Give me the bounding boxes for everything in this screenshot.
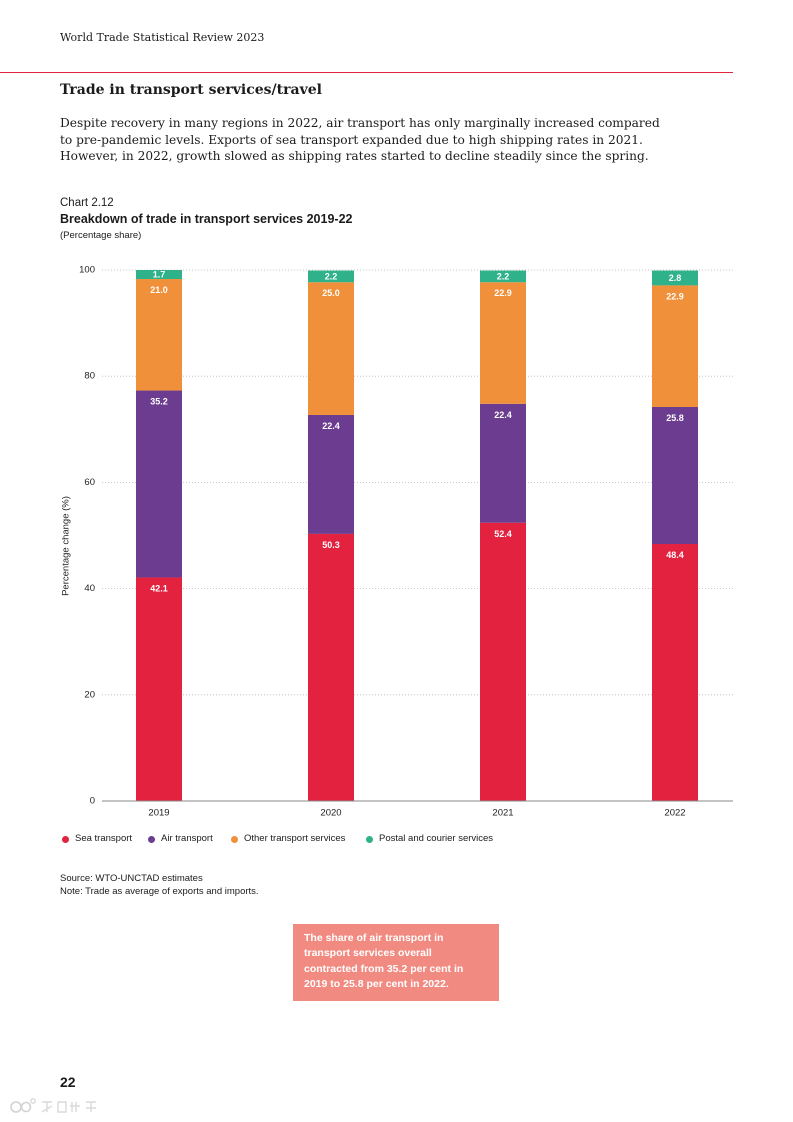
watermark-dot — [30, 1098, 36, 1104]
intro-line: Despite recovery in many regions in 2022… — [60, 116, 660, 130]
bar-value-label-other-transport-services-2019: 21.0 — [150, 285, 168, 295]
bar-air-transport-2022 — [652, 406, 698, 544]
x-tick-label-2021: 2021 — [492, 808, 513, 819]
bar-value-label-air-transport-2020: 22.4 — [322, 421, 340, 431]
bar-value-label-air-transport-2022: 25.8 — [666, 413, 684, 423]
watermark-ring — [10, 1101, 22, 1113]
bar-value-label-postal-and-courier-services-2021: 2.2 — [497, 271, 510, 281]
page-number: 22 — [60, 1074, 76, 1090]
bar-other-transport-services-2019 — [136, 279, 182, 391]
bar-value-label-other-transport-services-2020: 25.0 — [322, 288, 340, 298]
bar-air-transport-2019 — [136, 390, 182, 578]
bar-value-label-sea-transport-2019: 42.1 — [150, 583, 168, 593]
callout-line: contracted from 35.2 per cent in — [304, 962, 464, 975]
legend-swatch — [231, 835, 238, 843]
bar-postal-and-courier-services-2020 — [308, 270, 354, 283]
bar-other-transport-services-2021 — [480, 282, 526, 404]
bar-sea-transport-2022 — [652, 543, 698, 801]
bar-postal-and-courier-services-2022 — [652, 270, 698, 286]
y-tick-label-40: 40 — [84, 583, 95, 594]
chart-source: Source: WTO-UNCTAD estimates — [60, 873, 203, 884]
chart-note: Note: Trade as average of exports and im… — [60, 886, 259, 897]
legend-label: Air transport — [161, 833, 213, 844]
publication-title: World Trade Statistical Review 2023 — [60, 31, 265, 44]
callout-box: The share of air transport in transport … — [293, 924, 499, 1001]
y-tick-label-60: 60 — [84, 477, 95, 488]
stacked-bar-chart: 0 20 40 60 80 100 42.1 35.2 21.0 1.7 2019 50.3 22.4 2… — [61, 265, 733, 819]
legend-item-other-transport-services: Other transport services — [231, 833, 345, 845]
x-tick-label-2022: 2022 — [664, 808, 685, 819]
intro-paragraph: Despite recovery in many regions in 2022… — [60, 115, 660, 165]
bar-postal-and-courier-services-2019 — [136, 270, 182, 280]
bar-value-label-sea-transport-2020: 50.3 — [322, 540, 340, 550]
legend-item-air-transport: Air transport — [148, 833, 213, 845]
bar-value-label-air-transport-2021: 22.4 — [494, 410, 512, 420]
chart-subtitle: (Percentage share) — [60, 230, 142, 241]
bar-air-transport-2020 — [308, 414, 354, 534]
bar-other-transport-services-2020 — [308, 282, 354, 415]
bar-other-transport-services-2022 — [652, 285, 698, 407]
watermark-ring — [20, 1101, 32, 1113]
y-axis-title: Percentage change (%) — [61, 496, 72, 596]
legend-label: Other transport services — [244, 833, 346, 844]
y-tick-label-80: 80 — [84, 371, 95, 382]
bar-value-label-other-transport-services-2022: 22.9 — [666, 291, 684, 301]
bar-air-transport-2021 — [480, 403, 526, 523]
legend-label: Postal and courier services — [379, 833, 494, 844]
chart-title: Breakdown of trade in transport services… — [60, 212, 353, 226]
bar-sea-transport-2021 — [480, 522, 526, 801]
x-tick-label-2020: 2020 — [320, 808, 341, 819]
bar-sea-transport-2019 — [136, 577, 182, 801]
callout-line: The share of air transport in — [304, 932, 444, 944]
legend-item-postal-and-courier-services: Postal and courier services — [366, 833, 493, 845]
legend-swatch — [148, 835, 155, 843]
callout-line: 2019 to 25.8 per cent in 2022. — [304, 977, 449, 990]
intro-line: However, in 2022, growth slowed as shipp… — [60, 149, 649, 163]
y-tick-label-100: 100 — [79, 265, 95, 276]
x-tick-label-2019: 2019 — [148, 808, 169, 819]
bar-sea-transport-2020 — [308, 533, 354, 801]
legend-item-sea-transport: Sea transport — [62, 833, 132, 845]
section-title: Trade in transport services/travel — [60, 82, 322, 98]
bar-value-label-sea-transport-2021: 52.4 — [494, 529, 512, 539]
y-tick-label-0: 0 — [90, 796, 95, 807]
bar-value-label-postal-and-courier-services-2020: 2.2 — [325, 271, 338, 281]
watermark-logo — [10, 1098, 96, 1113]
legend-label: Sea transport — [75, 833, 133, 844]
legend-swatch — [366, 835, 373, 843]
bar-value-label-other-transport-services-2021: 22.9 — [494, 288, 512, 298]
chart-number: Chart 2.12 — [60, 197, 114, 209]
bar-value-label-postal-and-courier-services-2022: 2.8 — [669, 273, 682, 283]
y-tick-label-20: 20 — [84, 689, 95, 700]
legend-swatch — [62, 835, 69, 843]
watermark-glyphs — [41, 1101, 96, 1113]
bar-value-label-postal-and-courier-services-2019: 1.7 — [153, 270, 166, 280]
callout-line: transport services overall — [304, 947, 432, 960]
bar-value-label-sea-transport-2022: 48.4 — [666, 550, 684, 560]
bar-postal-and-courier-services-2021 — [480, 270, 526, 283]
bar-value-label-air-transport-2019: 35.2 — [150, 397, 168, 407]
intro-line: to pre-pandemic levels. Exports of sea t… — [60, 132, 643, 147]
header-divider — [0, 72, 733, 73]
